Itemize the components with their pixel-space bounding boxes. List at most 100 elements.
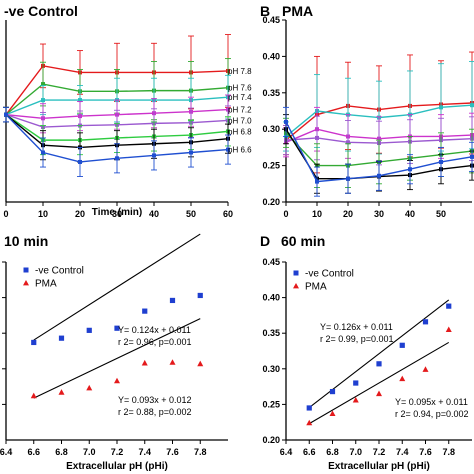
x-tick-label: 7.8: [442, 447, 455, 457]
x-tick-label: 7.8: [194, 447, 207, 457]
data-point-square: [114, 325, 120, 331]
panel-b-title: PMA: [282, 3, 313, 19]
x-tick-label: 6.4: [0, 447, 12, 457]
data-point: [115, 156, 119, 161]
regression-annotation: r 2= 0.96, p=0.001: [118, 337, 192, 347]
x-tick-label: 7.2: [111, 447, 124, 457]
regression-line: [33, 318, 201, 399]
x-tick-label: 6.6: [303, 447, 316, 457]
x-axis-label: Extracellular pH (pHi): [66, 461, 168, 472]
data-point-square: [31, 339, 37, 346]
y-tick-label: 0.35: [262, 328, 280, 338]
data-point: [41, 82, 45, 87]
panel-a-negative-control: -ve Control 0 10 20 30 40 50 60 Time (min) pH 7.…: [3, 3, 252, 219]
data-point: [152, 153, 156, 158]
data-point-square: [329, 388, 336, 395]
data-point-square: [169, 297, 176, 304]
data-point: [284, 119, 288, 124]
x-tick-label: 10: [38, 209, 48, 219]
data-point-square: [446, 303, 452, 309]
data-point: [315, 135, 319, 140]
y-tick-label: 0.30: [262, 364, 280, 374]
data-point: [439, 105, 443, 110]
x-tick-label: 7.0: [349, 447, 362, 457]
x-tick-label: 7.4: [396, 447, 409, 457]
data-point-square: [197, 292, 203, 299]
data-point-triangle: [114, 377, 120, 384]
panel-b-letter: B: [260, 3, 270, 19]
series-label: pH 7.8: [228, 67, 252, 76]
legend-marker-square: [293, 270, 299, 276]
data-point-square: [376, 361, 382, 367]
data-point-triangle: [30, 392, 37, 399]
x-tick-label: 30: [374, 209, 384, 219]
x-tick-label: 20: [343, 209, 353, 219]
y-tick-label: 0.30: [262, 124, 280, 134]
y-tick-label: 0.20: [262, 435, 280, 445]
data-point: [4, 112, 8, 117]
data-point: [41, 150, 45, 155]
legend-label: -ve Control: [305, 269, 354, 280]
legend-marker-square: [23, 267, 29, 273]
x-tick-label: 10: [312, 209, 322, 219]
data-point: [346, 176, 350, 181]
legend-marker-triangle: [293, 283, 299, 289]
y-tick-label: 0.40: [262, 293, 280, 303]
regression-annotation: r 2= 0.88, p=0.002: [118, 407, 192, 417]
data-point: [408, 167, 412, 172]
data-point-square: [353, 380, 359, 386]
x-tick-label: 7.4: [138, 447, 151, 457]
regression-annotation: Y= 0.126x + 0.011: [320, 322, 393, 332]
x-axis-label: Extracellular pH (pHi): [328, 461, 430, 472]
data-point-triangle: [169, 359, 176, 365]
regression-annotation: r 2= 0.94, p=0.002: [395, 409, 469, 419]
y-tick-label: 0.45: [262, 15, 280, 25]
legend-label: -ve Control: [35, 266, 84, 277]
regression-line: [33, 233, 201, 341]
series-label: pH 6.8: [228, 127, 252, 136]
x-tick-label: 20: [75, 209, 85, 219]
x-tick-label: 7.2: [373, 447, 386, 457]
series-label: pH 7.4: [228, 93, 252, 102]
data-point-square: [422, 319, 429, 325]
y-tick-label: 0.40: [262, 51, 280, 61]
x-tick-label: 60: [223, 209, 233, 219]
x-tick-label: 6.6: [27, 447, 40, 457]
data-point-square: [142, 308, 148, 314]
legend-marker-triangle: [23, 280, 29, 286]
x-tick-label: 0: [3, 209, 8, 219]
data-point: [189, 150, 193, 155]
regression-annotation: Y= 0.124x + 0.011: [118, 325, 191, 335]
data-point-triangle: [445, 326, 452, 333]
data-point-triangle: [86, 384, 93, 391]
x-tick-label: 40: [149, 209, 159, 219]
x-tick-label: 0: [283, 209, 288, 219]
y-tick-label: 0.20: [262, 197, 280, 207]
data-point-triangle: [141, 359, 148, 366]
x-tick-label: 6.8: [326, 447, 339, 457]
series-label: pH 7.2: [228, 106, 252, 115]
regression-annotation: Y= 0.095x + 0.011: [395, 397, 468, 407]
panel-d-60-min: D 60 min 6.4 6.6 6.8 7.0 7.2 7.4 7.6 7.8 0.20 0.2…: [260, 233, 472, 472]
series-label: pH 6.6: [228, 146, 252, 155]
regression-line: [308, 341, 450, 425]
data-point-square: [86, 327, 92, 333]
panel-c-10-min: 10 min 6.46.66.87.07.27.47.67.8253035404…: [0, 233, 228, 472]
x-tick-label: 50: [186, 209, 196, 219]
series-label: pH 7.0: [228, 116, 252, 125]
x-tick-label: 50: [436, 209, 446, 219]
data-point-triangle: [422, 366, 429, 372]
x-tick-label: 6.4: [280, 447, 293, 457]
data-point-triangle: [306, 419, 313, 426]
data-point: [439, 159, 443, 164]
data-point: [346, 140, 350, 145]
legend-label: PMA: [35, 279, 57, 290]
data-point: [78, 98, 82, 103]
data-point: [226, 147, 230, 152]
data-point-triangle: [376, 390, 382, 397]
x-tick-label: 40: [405, 209, 415, 219]
regression-annotation: Y= 0.093x + 0.012: [118, 395, 192, 405]
x-tick-label: 7.6: [419, 447, 432, 457]
panel-a-title: -ve Control: [4, 3, 78, 19]
